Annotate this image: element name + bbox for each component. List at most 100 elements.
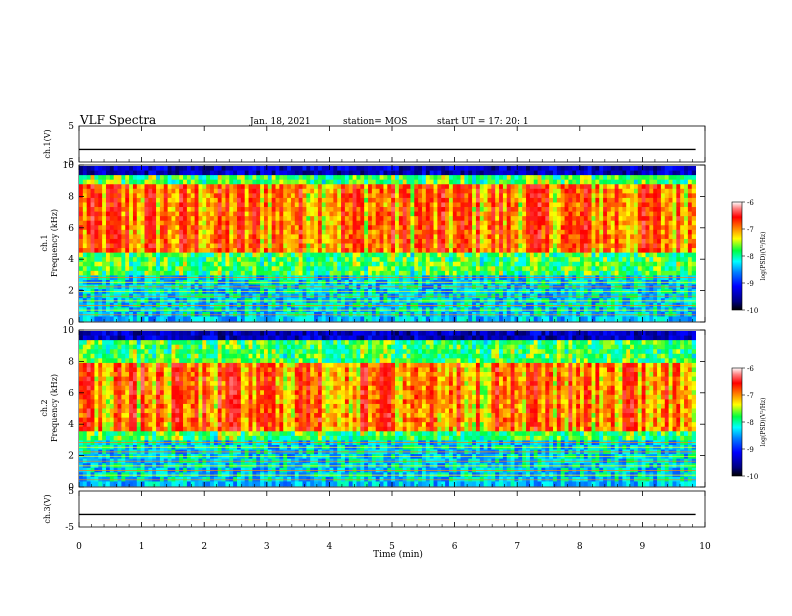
- ch1-spectrogram-cell: [325, 216, 330, 222]
- ch1-spectrogram-cell: [329, 202, 334, 208]
- ch1-spectrogram-cell: [630, 170, 635, 176]
- ch1-spectrogram-cell: [237, 316, 242, 322]
- ch1-spectrogram-cell: [298, 170, 303, 176]
- ch1-spectrogram-cell: [298, 270, 303, 276]
- ch1-spectrogram-cell: [502, 216, 508, 222]
- ch1-spectrogram-cell: [425, 229, 431, 235]
- ch1-spectrogram-cell: [132, 257, 138, 263]
- ch1-spectrogram-cell: [329, 261, 334, 267]
- ch1-spectrogram-cell: [614, 311, 619, 317]
- ch1-spectrogram-cell: [371, 311, 377, 317]
- ch1-spectrogram-cell: [483, 175, 488, 181]
- ch1-spectrogram-cell: [464, 311, 469, 317]
- ch1-spectrogram-cell: [595, 248, 600, 254]
- ch1-spectrogram-cell: [279, 234, 284, 240]
- ch1-spectrogram-cell: [310, 211, 315, 217]
- ch1-spectrogram-cell: [217, 238, 222, 244]
- ch1-spectrogram-cell: [352, 193, 357, 199]
- ch1-spectrogram-cell: [290, 197, 296, 203]
- ch1-spectrogram-cell: [414, 316, 419, 322]
- ch1-spectrogram-cell: [221, 197, 226, 203]
- ch1-spectrogram-cell: [564, 248, 569, 254]
- ch1-spectrogram-cell: [279, 202, 284, 208]
- ch1-spectrogram-cell: [98, 252, 103, 258]
- ch1-spectrogram-cell: [375, 166, 380, 171]
- ch1-spectrogram-cell: [576, 184, 581, 190]
- ch1-spectrogram-cell: [283, 316, 288, 322]
- ch1-spectrogram-cell: [441, 311, 446, 317]
- ch1-spectrogram-cell: [406, 207, 411, 212]
- ch1-spectrogram-cell: [302, 184, 307, 190]
- ch1-spectrogram-cell: [464, 225, 469, 231]
- ch1-spectrogram-cell: [321, 202, 327, 208]
- ch1-spectrogram-cell: [225, 220, 230, 226]
- ch1-spectrogram-cell: [468, 175, 473, 181]
- ch1-spectrogram-cell: [352, 207, 357, 212]
- ch1-spectrogram-cell: [175, 193, 180, 199]
- ch1-spectrogram-cell: [641, 175, 646, 181]
- ch1-spectrogram-cell: [383, 316, 388, 322]
- ch1-spectrogram-cell: [229, 220, 234, 226]
- ch1-spectrogram-cell: [425, 238, 431, 244]
- ch1-spectrogram-cell: [352, 234, 357, 240]
- ch1-spectrogram-cell: [221, 202, 226, 208]
- ch1-spectrogram-cell: [171, 188, 176, 194]
- ch1-spectrogram-cell: [591, 225, 596, 231]
- ch1-spectrogram-cell: [344, 252, 350, 258]
- ch1-spectrogram-cell: [156, 229, 161, 235]
- ch1-spectrogram-cell: [576, 248, 581, 254]
- ch1-spectrogram-cell: [356, 220, 361, 226]
- ch1-spectrogram-cell: [325, 270, 330, 276]
- ch1-spectrogram-cell: [595, 243, 600, 249]
- ch1-spectrogram-cell: [391, 261, 396, 267]
- ch1-spectrogram-cell: [510, 257, 515, 263]
- ch1-spectrogram-cell: [514, 270, 519, 276]
- ch1-spectrogram-cell: [391, 207, 396, 212]
- ch1-spectrogram-cell: [614, 316, 619, 322]
- ch1-spectrogram-cell: [341, 170, 346, 176]
- ch1-spectrogram-cell: [179, 175, 184, 181]
- ch1-spectrogram-cell: [132, 202, 138, 208]
- ch1-spectrogram-cell: [383, 207, 388, 212]
- ch1-spectrogram-cell: [314, 316, 319, 322]
- ch1-spectrogram-cell: [109, 243, 115, 249]
- ch1-spectrogram-cell: [526, 257, 531, 263]
- ch1-spectrogram-cell: [510, 243, 515, 249]
- ch1-spectrogram-cell: [98, 170, 103, 176]
- ch1-spectrogram-cell: [487, 202, 492, 208]
- ch1-spectrogram-cell: [421, 252, 427, 258]
- ch1-spectrogram-cell: [637, 184, 643, 190]
- ch1-spectrogram-cell: [526, 170, 531, 176]
- ch1-spectrogram-cell: [472, 166, 477, 171]
- ch1-spectrogram-cell: [279, 216, 284, 222]
- ch1-spectrogram-cell: [183, 197, 188, 203]
- ch1-spectrogram-cell: [618, 211, 623, 217]
- ch1-spectrogram-cell: [391, 184, 396, 190]
- ch1-spectrogram-cell: [109, 270, 115, 276]
- ch1-spectrogram-cell: [186, 170, 192, 176]
- ch1-spectrogram-cell: [460, 257, 465, 263]
- ch1-spectrogram-cell: [136, 220, 142, 226]
- ch1-spectrogram-cell: [618, 261, 623, 267]
- ch1-spectrogram-cell: [317, 252, 323, 258]
- ch1-spectrogram-cell: [595, 179, 600, 185]
- ch1-spectrogram-cell: [564, 175, 569, 181]
- ch1-spectrogram-cell: [117, 311, 122, 317]
- ch1-spectrogram-cell: [418, 234, 423, 240]
- ch1-spectrogram-cell: [614, 197, 619, 203]
- ch1-spectrogram-cell: [398, 197, 404, 203]
- ch1-spectrogram-cell: [591, 248, 596, 254]
- ch1-spectrogram-cell: [506, 266, 512, 272]
- ch1-spectrogram-cell: [263, 248, 269, 254]
- ch1-spectrogram-cell: [306, 166, 311, 171]
- ch1-spectrogram-cell: [364, 175, 369, 181]
- ch1-spectrogram-cell: [260, 243, 265, 249]
- ch1-spectrogram-cell: [333, 179, 338, 185]
- ch1-spectrogram-cell: [348, 197, 354, 203]
- ch1-spectrogram-cell: [109, 266, 115, 272]
- ch1-spectrogram-cell: [406, 261, 411, 267]
- ch1-spectrogram-cell: [375, 243, 380, 249]
- ch1-spectrogram-cell: [79, 179, 84, 185]
- ch1-spectrogram-cell: [125, 238, 130, 244]
- ch1-spectrogram-cell: [82, 257, 88, 263]
